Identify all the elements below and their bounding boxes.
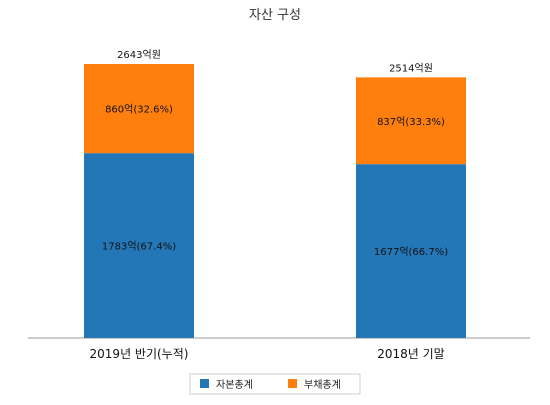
bar-liabilities-1 xyxy=(356,77,466,165)
labels-layer: 1783억(67.4%) 860억(32.6%) 2643억원 1677억(66.7%… xyxy=(102,49,448,258)
x-tick-label-1: 2018년 기말 xyxy=(377,347,444,361)
legend-swatch-equity xyxy=(200,379,209,388)
legend-swatch-liabilities xyxy=(288,379,297,388)
data-label-equity-0: 1783억(67.4%) xyxy=(102,241,176,253)
x-tick-label-0: 2019년 반기(누적) xyxy=(90,347,189,361)
data-label-liabilities-0: 860억(32.6%) xyxy=(105,104,173,116)
legend-label-equity: 자본총계 xyxy=(216,379,253,391)
chart-title: 자산 구성 xyxy=(249,8,301,23)
legend: 자본총계 부채총계 xyxy=(189,373,361,395)
bar-equity-0 xyxy=(84,153,194,338)
bar-liabilities-0 xyxy=(84,64,194,154)
total-label-0: 2643억원 xyxy=(117,49,161,61)
x-tick-labels: 2019년 반기(누적) 2018년 기말 xyxy=(90,347,445,361)
legend-label-liabilities: 부채총계 xyxy=(304,379,341,391)
bar-equity-1 xyxy=(356,164,466,338)
total-label-1: 2514억원 xyxy=(389,62,433,74)
bars-layer xyxy=(84,64,466,338)
legend-frame xyxy=(189,373,361,395)
data-label-liabilities-1: 837억(33.3%) xyxy=(377,116,445,128)
data-label-equity-1: 1677억(66.7%) xyxy=(374,246,448,258)
